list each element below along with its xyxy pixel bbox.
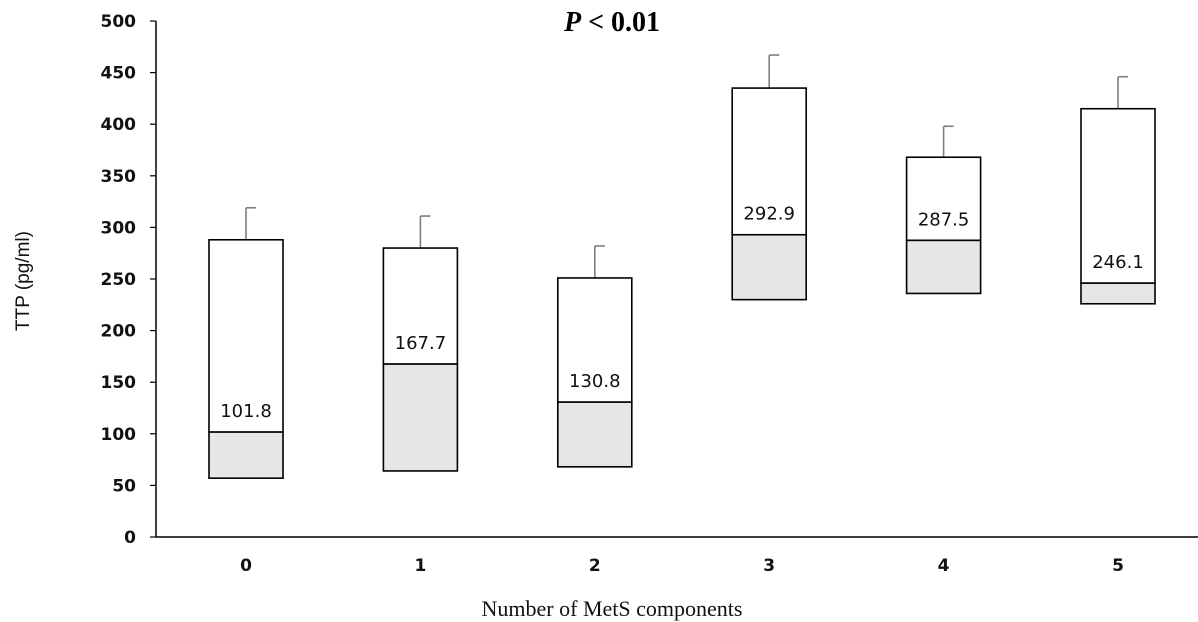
y-tick-label: 200: [101, 322, 137, 342]
y-axis: 0 50 100 150 200 250 300 350 400 450 500: [101, 12, 157, 548]
median-label: 167.7: [395, 333, 447, 354]
box-lower: [731, 233, 808, 301]
box-upper: [731, 87, 808, 236]
chart-title: P < 0.01: [563, 7, 660, 38]
box-upper: [905, 156, 982, 242]
x-tick-label: 4: [938, 556, 950, 576]
chart-title-rest: < 0.01: [581, 7, 660, 38]
box-group: 101.8: [208, 206, 284, 479]
median-label: 246.1: [1092, 252, 1144, 273]
y-tick-label: 100: [101, 425, 137, 445]
box-lower: [382, 363, 459, 472]
boxes: 101.8 167.7 130.8 292.9 287.5 246.1: [208, 54, 1156, 479]
median-label: 101.8: [220, 401, 272, 422]
median-label: 292.9: [743, 204, 795, 225]
box-upper: [382, 247, 459, 365]
box-group: 287.5: [905, 125, 982, 295]
y-tick-label: 300: [101, 218, 137, 238]
y-tick-label: 50: [112, 476, 136, 496]
box-group: 130.8: [556, 245, 633, 468]
x-axis: 0 1 2 3 4 5: [156, 536, 1198, 576]
box-upper: [208, 238, 284, 433]
box-upper: [1080, 107, 1156, 284]
box-group: 167.7: [382, 215, 459, 472]
box-group: 246.1: [1080, 75, 1156, 305]
y-tick-label: 400: [101, 115, 137, 135]
box-lower: [1080, 282, 1156, 305]
x-tick-label: 2: [589, 556, 601, 576]
y-tick-label: 0: [124, 528, 136, 548]
x-tick-label: 5: [1112, 556, 1124, 576]
y-axis-title: TTP (pg/ml): [13, 231, 34, 331]
x-tick-label: 3: [763, 556, 775, 576]
y-tick-label: 450: [101, 64, 137, 84]
x-tick-label: 1: [414, 556, 426, 576]
chart-title-italic: P: [563, 7, 582, 38]
box-lower: [208, 431, 284, 479]
y-tick-label: 150: [101, 373, 137, 393]
box-lower: [905, 239, 982, 295]
box-group: 292.9: [731, 54, 808, 301]
median-label: 130.8: [569, 371, 621, 392]
y-tick-label: 500: [101, 12, 137, 32]
x-axis-title: Number of MetS components: [482, 596, 743, 621]
y-tick-label: 250: [101, 270, 137, 290]
median-label: 287.5: [918, 209, 970, 230]
box-lower: [556, 401, 633, 468]
box-upper: [556, 277, 633, 403]
y-tick-label: 350: [101, 167, 137, 187]
x-tick-label: 0: [240, 556, 252, 576]
